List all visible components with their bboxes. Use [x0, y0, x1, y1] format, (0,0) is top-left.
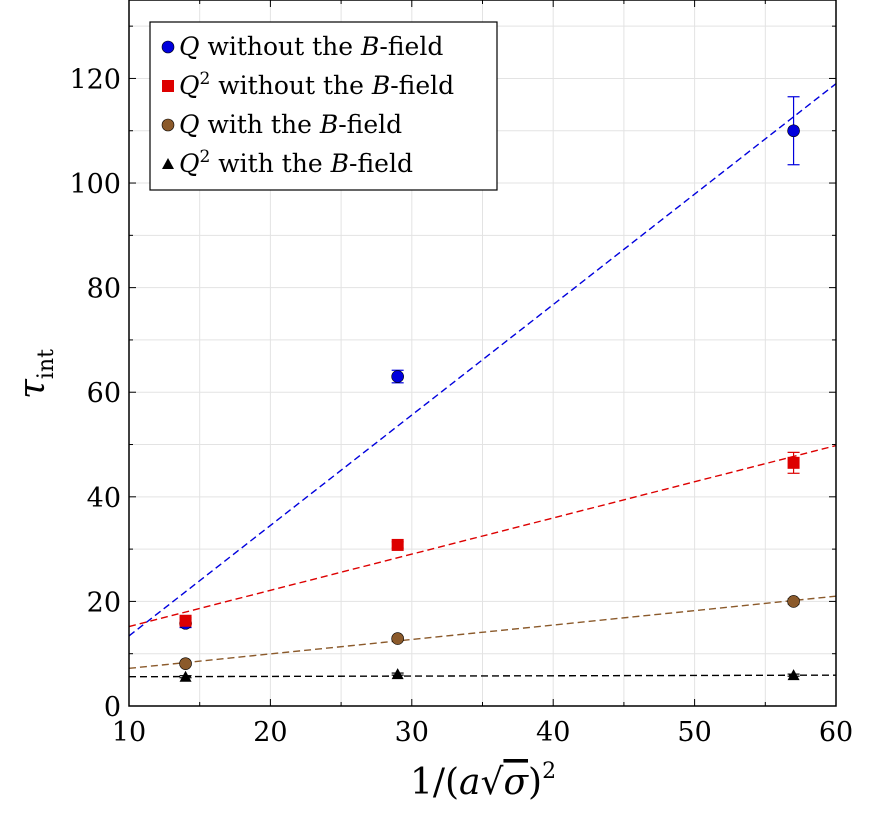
data-points: [179, 96, 800, 682]
x-tick-labels: 10 20 30 40 50 60: [112, 717, 853, 748]
data-point-series-2: [179, 657, 192, 670]
data-point-series-1: [391, 538, 404, 551]
x-axis-title: 1/(a√σ)2: [410, 759, 556, 803]
fit-line-0: [128, 83, 837, 637]
y-axis-title-symbol: τ: [12, 378, 53, 399]
x-tick-label: 50: [677, 717, 711, 748]
data-point-series-3: [179, 670, 192, 682]
data-point-series-2: [787, 595, 800, 608]
data-point-series-1: [179, 614, 192, 627]
legend-box: [149, 21, 498, 191]
data-point-series-0: [787, 124, 800, 138]
fit-line-2: [128, 595, 837, 670]
data-point-series-1: [787, 456, 800, 469]
y-tick-label: 40: [87, 483, 121, 514]
x-tick-label: 20: [253, 717, 287, 748]
fit-line-3: [128, 674, 837, 678]
fit-line-1: [128, 444, 837, 628]
legend-marker-2: [161, 118, 175, 132]
y-tick-label: 100: [69, 169, 121, 200]
legend-label-0: Q without the B-field: [179, 32, 443, 61]
y-tick-labels: 0 20 40 60 80 100 120: [69, 64, 121, 723]
legend-label-1: Q2 without the B-field: [179, 69, 454, 100]
y-tick-label: 0: [104, 692, 121, 723]
y-tick-label: 80: [87, 274, 121, 305]
y-tick-label: 120: [69, 64, 121, 95]
data-point-series-2: [391, 632, 404, 645]
legend-label-3: Q2 with the B-field: [179, 147, 413, 178]
legend-marker-1: [162, 80, 174, 92]
axis-ticks: [128, 0, 837, 707]
fit-lines: [128, 83, 837, 678]
x-tick-label: 10: [112, 717, 146, 748]
y-tick-label: 60: [87, 378, 121, 409]
y-axis-title: τint: [12, 349, 59, 399]
x-tick-label: 30: [395, 717, 429, 748]
x-tick-label: 40: [536, 717, 570, 748]
y-tick-label: 20: [87, 587, 121, 618]
data-point-series-3: [787, 669, 800, 681]
legend-label-2: Q with the B-field: [179, 110, 402, 139]
data-point-series-3: [391, 668, 404, 680]
data-point-series-0: [391, 370, 404, 383]
legend-marker-0: [161, 40, 175, 54]
y-axis-title-subscript: int: [34, 349, 59, 379]
legend-marker-3: [162, 158, 174, 169]
legend: Q without the B-field Q2 without the B-fi…: [149, 21, 498, 191]
x-tick-label: 60: [819, 717, 853, 748]
